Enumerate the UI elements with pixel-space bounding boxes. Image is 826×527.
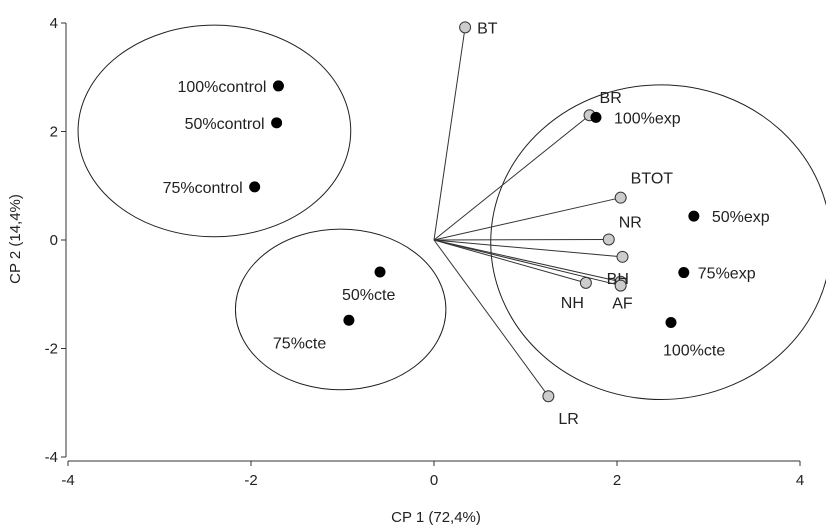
loading-label: AF [612, 296, 633, 313]
score-label: 50%cte [342, 287, 395, 304]
group-ellipse [234, 228, 447, 391]
loading-point [614, 191, 627, 204]
loading-vector-line [433, 238, 609, 241]
x-tick-label: -2 [244, 472, 257, 489]
group-ellipse [490, 84, 826, 400]
x-tick-label: -4 [61, 472, 74, 489]
score-label: 100%control [177, 79, 266, 96]
loading-vector-line [433, 239, 549, 397]
loading-label: LR [558, 411, 578, 428]
x-tick-label: 2 [613, 472, 621, 489]
y-axis-label: CP 2 (14,4%) [7, 194, 24, 284]
loading-point [602, 233, 615, 246]
y-tick-label: 2 [50, 124, 58, 141]
score-label: 100%exp [614, 110, 681, 127]
loading-vector-line [433, 239, 621, 283]
loading-point [542, 390, 555, 403]
group-ellipses [77, 24, 826, 400]
score-label: 75%control [163, 180, 243, 197]
score-point [271, 117, 283, 129]
y-tick-label: -2 [45, 341, 58, 358]
score-point [590, 111, 602, 123]
loading-label: NH [561, 295, 584, 312]
loading-vector-line [433, 197, 621, 241]
score-point [678, 267, 690, 279]
x-axis-label: CP 1 (72,4%) [391, 509, 481, 526]
x-tick-label: 4 [796, 472, 804, 489]
score-points: 100%control 50%control 75%control 100%exp 50… [163, 79, 770, 360]
loading-point [614, 279, 627, 292]
y-tick-label: 4 [50, 15, 58, 32]
loading-label: BTOT [631, 171, 674, 188]
loading-label: BT [477, 20, 498, 37]
score-point [374, 266, 386, 278]
group-ellipse [77, 24, 352, 238]
score-label: 75%cte [273, 335, 326, 352]
loading-vector-line [433, 239, 623, 258]
loading-vector-line [433, 114, 590, 241]
score-label: 75%exp [698, 266, 756, 283]
score-point [249, 181, 261, 193]
score-point [688, 210, 700, 222]
loading-vector-line [433, 27, 466, 241]
axes: -4 -2 0 2 4 -4 -2 0 2 4 [45, 15, 805, 489]
loading-label: NR [619, 214, 642, 231]
score-point [343, 314, 355, 326]
y-tick-label: 0 [50, 232, 58, 249]
score-label: 50%control [185, 116, 265, 133]
loading-point [579, 276, 592, 289]
loading-label: BR [600, 90, 622, 107]
y-tick-label: -4 [45, 449, 58, 466]
score-label: 50%exp [712, 209, 770, 226]
score-label: 100%cte [663, 342, 725, 359]
loading-point [616, 250, 629, 263]
loading-point [459, 21, 472, 34]
score-point [272, 80, 284, 92]
score-point [665, 316, 677, 328]
loading-vector-line [433, 239, 587, 284]
x-tick-label: 0 [430, 472, 438, 489]
loading-vector-line [433, 239, 621, 287]
